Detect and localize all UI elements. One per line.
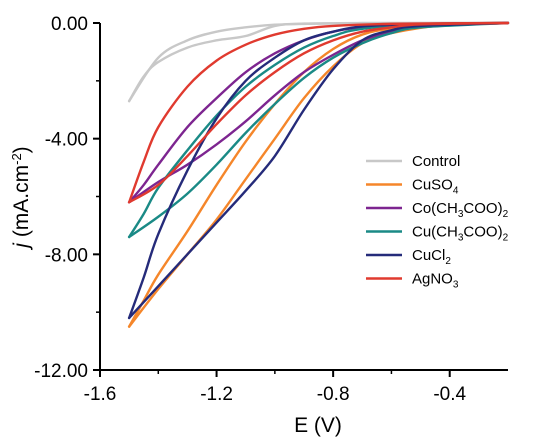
- y-axis-title-exponent: -2: [9, 153, 24, 165]
- legend-label: CuSO4: [412, 177, 459, 197]
- y-tick-label: -8.00: [45, 245, 88, 266]
- y-axis-title-close: ): [10, 146, 33, 153]
- series-line-cathodic: [127, 21, 510, 204]
- y-tick-label: 0.00: [51, 14, 88, 35]
- legend-item: AgNO3: [366, 271, 459, 291]
- series-line-anodic: [127, 21, 510, 320]
- series-cu-ch3coo-2: [127, 21, 510, 239]
- series-line-anodic: [127, 21, 510, 239]
- y-axis-title-symbol: j: [10, 242, 33, 251]
- x-tick-label: -1.2: [200, 384, 233, 405]
- legend-label: CuCl2: [412, 247, 451, 267]
- tick-labels: -1.6 -1.2 -0.8 -0.4 0.00 -4.00 -8.00 -12.00: [34, 14, 466, 405]
- y-tick-label: -4.00: [45, 130, 88, 151]
- legend-label: AgNO3: [412, 271, 459, 291]
- legend-label: Control: [412, 153, 460, 170]
- y-axis-title: j (mA.cm-2): [9, 146, 34, 250]
- series-line-cathodic: [127, 21, 510, 239]
- y-tick-label: -12.00: [34, 361, 88, 382]
- legend-item: Control: [366, 153, 460, 170]
- series-control: [127, 21, 510, 103]
- series-line-anodic: [127, 21, 510, 103]
- axes-layer: [93, 22, 508, 377]
- series-line-cathodic: [127, 21, 510, 320]
- legend-item: Cu(CH3COO)2: [366, 224, 509, 244]
- x-axis-title: E (V): [294, 414, 342, 437]
- legend-item: CuCl2: [366, 247, 451, 267]
- legend-label: Co(CH3COO)2: [412, 200, 509, 220]
- series-layer: [127, 21, 510, 328]
- legend-item: CuSO4: [366, 177, 459, 197]
- y-axis-title-unit: (mA.cm: [10, 165, 33, 243]
- series-cucl2: [127, 21, 510, 320]
- x-tick-label: -0.4: [433, 384, 466, 405]
- legend: Control CuSO4 Co(CH3COO)2 Cu(CH3COO)2 CuCl2 A…: [366, 153, 509, 291]
- x-tick-label: -1.6: [84, 384, 117, 405]
- series-line-anodic: [127, 21, 510, 204]
- series-agno3: [127, 21, 510, 204]
- x-tick-label: -0.8: [317, 384, 350, 405]
- legend-label: Cu(CH3COO)2: [412, 224, 509, 244]
- legend-item: Co(CH3COO)2: [366, 200, 509, 220]
